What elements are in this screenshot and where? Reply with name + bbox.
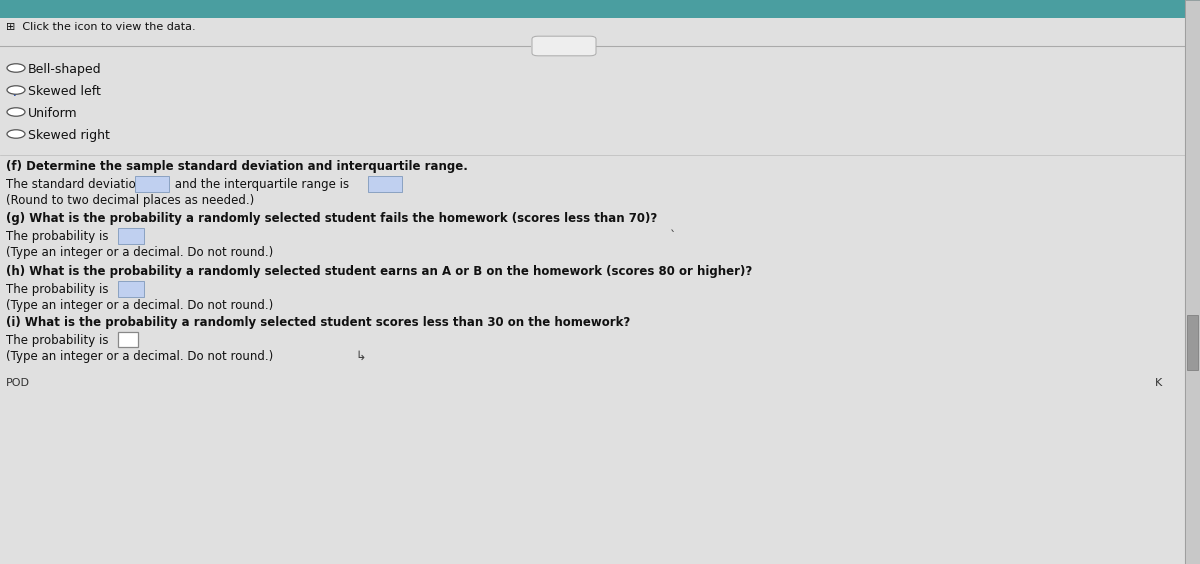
- Text: ✓: ✓: [11, 89, 20, 99]
- Text: 18.75: 18.75: [368, 178, 402, 191]
- Text: ↳: ↳: [355, 350, 366, 363]
- Text: (Round to two decimal places as needed.): (Round to two decimal places as needed.): [6, 194, 254, 207]
- Text: ▼: ▼: [1189, 388, 1195, 397]
- Text: (Type an integer or a decimal. Do not round.): (Type an integer or a decimal. Do not ro…: [6, 350, 274, 363]
- Text: POD: POD: [6, 378, 30, 388]
- Text: Skewed left: Skewed left: [28, 85, 101, 98]
- Text: .45: .45: [121, 283, 140, 296]
- Text: (f) Determine the sample standard deviation and interquartile range.: (f) Determine the sample standard deviat…: [6, 160, 468, 173]
- Text: and the interquartile range is: and the interquartile range is: [170, 178, 353, 191]
- Text: The probability is: The probability is: [6, 230, 113, 243]
- Text: Bell-shaped: Bell-shaped: [28, 63, 102, 76]
- Text: (Type an integer or a decimal. Do not round.): (Type an integer or a decimal. Do not ro…: [6, 246, 274, 259]
- Text: Skewed right: Skewed right: [28, 129, 110, 142]
- Text: ...: ...: [559, 40, 569, 49]
- Text: The probability is: The probability is: [6, 334, 113, 347]
- Text: ˋ: ˋ: [670, 230, 677, 243]
- Text: ⊞  Click the icon to view the data.: ⊞ Click the icon to view the data.: [6, 22, 196, 32]
- Text: The accompanying data represent the homework scores for material on Polynomial a: The accompanying data represent the home…: [6, 6, 1050, 16]
- Text: .25: .25: [121, 230, 140, 243]
- Text: (i) What is the probability a randomly selected student scores less than 30 on t: (i) What is the probability a randomly s…: [6, 316, 630, 329]
- Text: Uniform: Uniform: [28, 107, 78, 120]
- Text: (g) What is the probability a randomly selected student fails the homework (scor: (g) What is the probability a randomly s…: [6, 212, 658, 225]
- Text: (Type an integer or a decimal. Do not round.): (Type an integer or a decimal. Do not ro…: [6, 299, 274, 312]
- Text: ▲: ▲: [1189, 8, 1195, 17]
- Text: (h) What is the probability a randomly selected student earns an A or B on the h: (h) What is the probability a randomly s…: [6, 265, 752, 278]
- Text: The standard deviation is: The standard deviation is: [6, 178, 161, 191]
- Text: The probability is: The probability is: [6, 283, 113, 296]
- Text: K: K: [1154, 378, 1163, 388]
- Text: 13.82: 13.82: [136, 178, 169, 191]
